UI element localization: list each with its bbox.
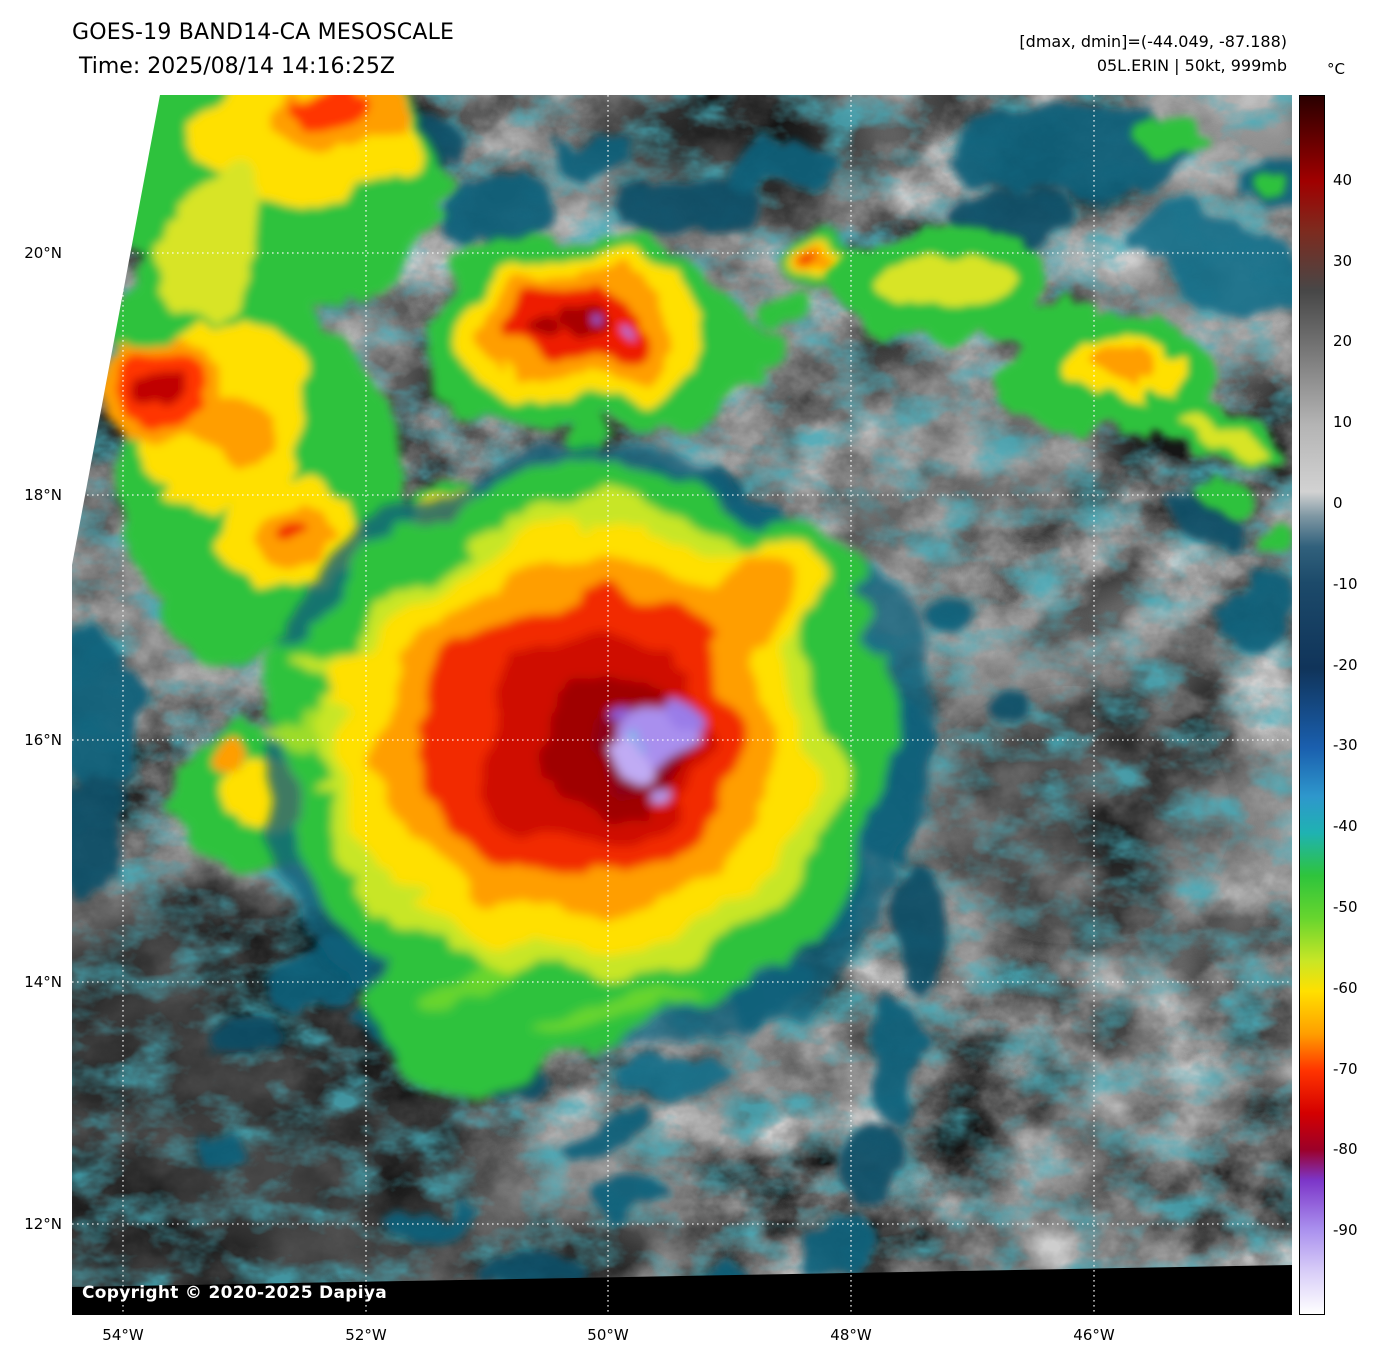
colorbar-tick: -10 <box>1333 575 1358 593</box>
lon-label: 48°W <box>830 1326 872 1344</box>
colorbar-tick: -20 <box>1333 656 1358 674</box>
lat-label: 16°N <box>24 731 62 749</box>
colorbar-tick: -80 <box>1333 1140 1358 1158</box>
lat-label: 18°N <box>24 486 62 504</box>
copyright-watermark: Copyright © 2020-2025 Dapiya <box>82 1283 387 1303</box>
colorbar-tick: 20 <box>1333 332 1353 350</box>
lat-label: 20°N <box>24 244 62 262</box>
storm-readout: 05L.ERIN | 50kt, 999mb <box>1096 56 1287 75</box>
colorbar-tick: -60 <box>1333 979 1358 997</box>
lon-label: 52°W <box>345 1326 387 1344</box>
colorbar-tick: -40 <box>1333 817 1358 835</box>
colorbar-tick: 0 <box>1333 494 1343 512</box>
colorbar-tick: -90 <box>1333 1221 1358 1239</box>
colorbar <box>1299 95 1325 1315</box>
lon-label: 46°W <box>1073 1326 1115 1344</box>
figure-title: GOES-19 BAND14-CA MESOSCALE <box>72 20 455 45</box>
lon-label: 50°W <box>587 1326 629 1344</box>
colorbar-unit: °C <box>1327 60 1345 78</box>
lat-label: 12°N <box>24 1215 62 1233</box>
colorbar-tick: 30 <box>1333 252 1353 270</box>
lat-label: 14°N <box>24 973 62 991</box>
lon-label: 54°W <box>102 1326 144 1344</box>
grid-lines <box>72 95 1292 1315</box>
dmax-dmin-readout: [dmax, dmin]=(-44.049, -87.188) <box>1019 32 1287 51</box>
hurricane-erin <box>248 455 927 1089</box>
bottom-black-strip <box>72 1265 1292 1315</box>
colorbar-tick: -50 <box>1333 898 1358 916</box>
no-data-wedge <box>72 95 160 565</box>
colorbar-tick: -70 <box>1333 1060 1358 1078</box>
colorbar-tick: 40 <box>1333 171 1353 189</box>
satellite-map: Copyright © 2020-2025 Dapiya <box>72 95 1292 1315</box>
figure-timestamp: Time: 2025/08/14 14:16:25Z <box>79 54 395 79</box>
satellite-imagery <box>72 95 1292 1315</box>
colorbar-tick: 10 <box>1333 413 1353 431</box>
colorbar-tick: -30 <box>1333 736 1358 754</box>
